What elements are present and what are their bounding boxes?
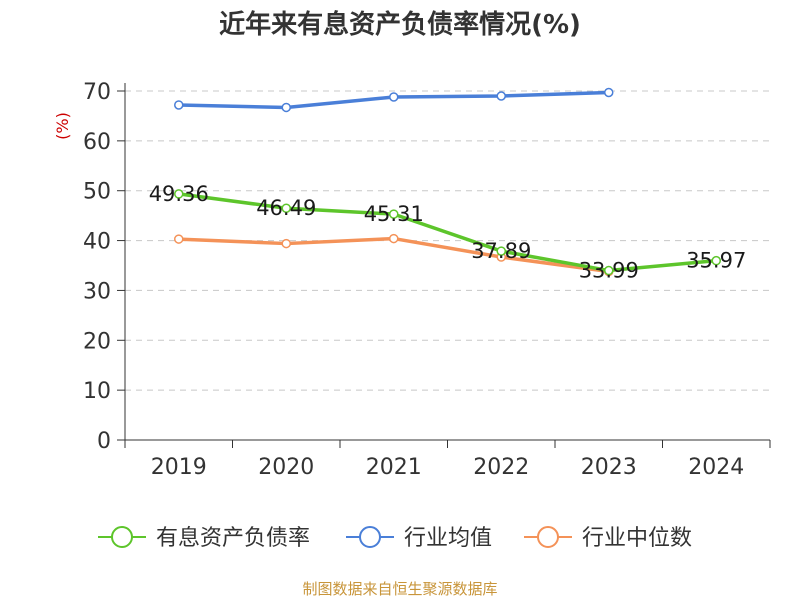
data-label: 35.97 [686,249,746,273]
data-point [389,233,399,244]
data-point [711,255,721,266]
legend-marker [537,526,559,548]
data-point [604,265,614,276]
legend-label: 有息资产负债率 [156,526,310,551]
y-axis-label: (%) [53,112,72,140]
y-tick-label: 20 [83,329,111,354]
x-tick-label: 2022 [473,455,529,480]
legend-item[interactable]: 行业均值 [346,526,492,551]
data-point [174,100,184,110]
legend-label: 行业均值 [404,526,492,551]
y-tick-label: 70 [83,80,111,105]
legend-marker [359,526,381,548]
x-tick-label: 2021 [366,455,422,480]
y-tick-label: 10 [83,379,111,404]
axes: 0 10 20 30 40 50 60 70 2019 2020 2021 2022 2023 2024 [83,80,771,480]
data-label: 45.31 [364,202,424,226]
data-point [496,91,506,101]
legend-marker [111,526,133,548]
series-lines [174,87,721,277]
data-label: 49.36 [149,182,209,206]
data-point [281,102,291,113]
x-tick-label: 2020 [258,455,314,480]
x-tick-label: 2019 [151,455,207,480]
legend[interactable]: 有息资产负债率 行业均值 行业中位数 [98,526,692,551]
data-label: 37.89 [471,239,531,263]
data-point [496,246,506,256]
series-line [178,192,717,273]
y-tick-label: 40 [83,230,111,255]
x-tick-label: 2024 [688,455,744,480]
data-label: 33.99 [579,259,639,283]
source-note: 制图数据来自恒生聚源数据库 [302,580,497,598]
series-line [178,236,609,274]
y-tick-label: 0 [97,429,111,454]
data-point [389,92,399,102]
data-point [174,234,184,244]
data-point [174,189,184,199]
y-tick-label: 50 [83,180,111,205]
data-point [389,209,399,219]
data-labels: 49.36 46.49 45.31 37.89 33.99 35.97 [149,182,747,283]
data-point [281,203,291,213]
legend-item[interactable]: 行业中位数 [524,526,692,551]
chart-title: 近年来有息资产负债率情况(%) [219,9,581,40]
y-tick-label: 60 [83,130,111,155]
gridlines [125,90,770,391]
legend-label: 行业中位数 [582,526,692,551]
x-tick-label: 2023 [581,455,637,480]
data-point [281,238,291,249]
legend-item[interactable]: 有息资产负债率 [98,526,310,551]
y-tick-label: 30 [83,279,111,304]
data-label: 46.49 [256,196,316,220]
data-point [604,87,614,98]
